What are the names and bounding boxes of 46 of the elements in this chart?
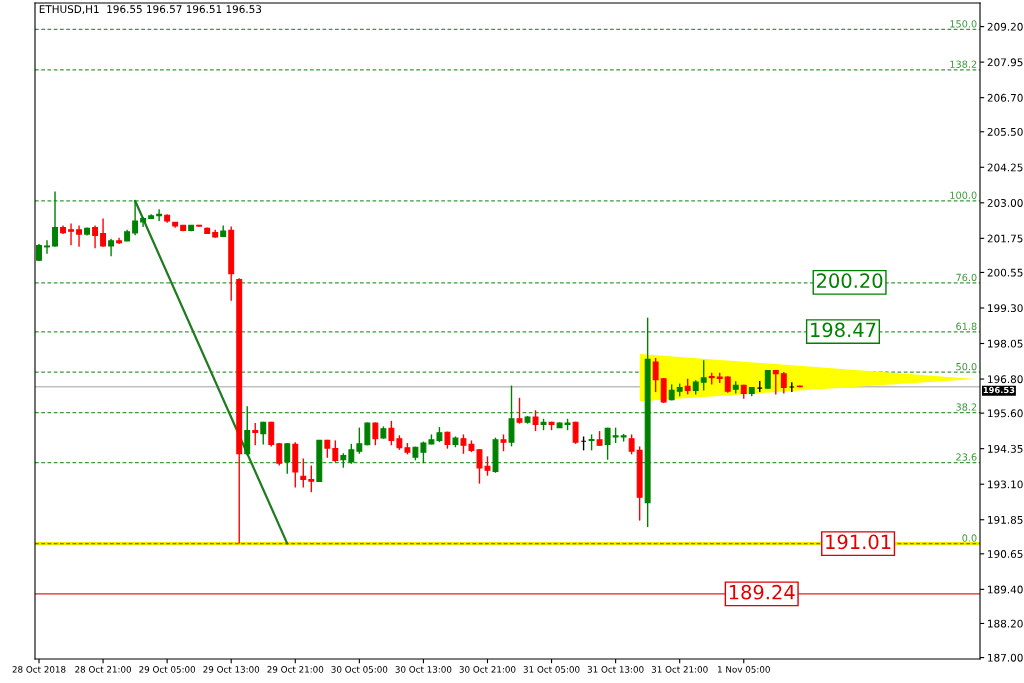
annotation: 61.8: [956, 322, 977, 330]
x-tick-label: 31 Oct 21:00: [651, 666, 708, 673]
x-tick-label: 28 Oct 21:00: [75, 666, 132, 673]
y-tick-label: 194.35: [988, 444, 1023, 453]
y-tick-label: 196.80: [988, 375, 1023, 384]
annotation: 76.0: [956, 273, 977, 282]
x-tick-label: 29 Oct 05:00: [139, 666, 196, 673]
y-tick-label: 188.20: [988, 619, 1023, 628]
y-tick-label: 199.30: [988, 304, 1023, 313]
x-tick-label: 31 Oct 05:00: [523, 666, 580, 673]
annotation: 189.24: [729, 584, 795, 600]
y-tick-label: 209.20: [987, 22, 1023, 31]
y-tick-label: 195.60: [988, 409, 1023, 418]
y-tick-label: 205.50: [987, 127, 1023, 136]
x-tick-label: 31 Oct 13:00: [587, 666, 644, 673]
annotation: 150.0: [950, 20, 977, 28]
y-tick-label: 193.10: [988, 480, 1023, 489]
annotation: 100.0: [950, 191, 977, 199]
annotation: 38.2: [956, 403, 977, 411]
annotation: 191.01: [826, 534, 891, 550]
x-tick-label: 30 Oct 21:00: [459, 666, 516, 673]
ref-line-label: 196.53: [983, 386, 1015, 394]
y-tick-label: 207.95: [987, 58, 1023, 67]
y-tick-label: 198.05: [988, 339, 1023, 348]
annotation: 200.20: [817, 273, 883, 289]
chart-title: ETHUSD,H1 196.55 196.57 196.51 196.53: [39, 5, 262, 15]
y-tick-label: 200.55: [987, 268, 1023, 277]
y-tick-label: 189.40: [988, 585, 1023, 594]
y-tick-label: 201.75: [987, 234, 1023, 243]
y-tick-label: 191.85: [988, 515, 1023, 524]
x-tick-label: 29 Oct 13:00: [203, 666, 260, 673]
x-tick-label: 29 Oct 21:00: [267, 666, 324, 673]
annotation: 23.6: [956, 453, 977, 461]
x-tick-label: 30 Oct 05:00: [331, 666, 388, 673]
y-tick-label: 190.65: [988, 550, 1023, 558]
annotation: 0.0: [962, 534, 977, 542]
y-tick-label: 204.25: [987, 163, 1023, 172]
y-tick-label: 187.00: [988, 653, 1023, 662]
annotation: 198.47: [811, 322, 876, 338]
annotation: 138.2: [950, 60, 977, 68]
y-tick-label: 206.70: [987, 93, 1023, 102]
x-tick-label: 28 Oct 2018: [12, 666, 66, 673]
y-tick-label: 203.00: [987, 199, 1023, 207]
annotation: 50.0: [956, 362, 977, 371]
x-tick-label: 30 Oct 13:00: [395, 666, 452, 673]
x-tick-label: 1 Nov 05:00: [718, 666, 770, 673]
